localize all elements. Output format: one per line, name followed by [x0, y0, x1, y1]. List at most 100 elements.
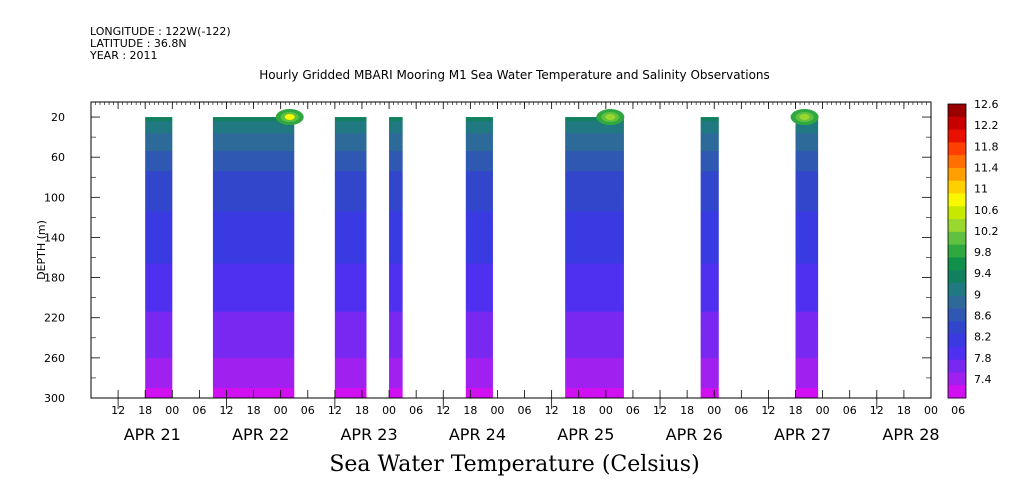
data-cell: [700, 337, 719, 341]
data-cell: [212, 219, 295, 223]
data-cell: [334, 381, 367, 385]
data-cell: [795, 195, 819, 198]
x-date-label: APR 21: [124, 425, 181, 444]
data-cell: [212, 201, 295, 204]
data-cell: [465, 125, 493, 128]
data-cell: [212, 147, 295, 150]
data-cell: [145, 119, 173, 122]
data-cell: [145, 131, 173, 134]
data-cell: [212, 137, 295, 140]
data-cell: [465, 327, 493, 331]
data-cell: [565, 207, 624, 210]
data-cell: [795, 139, 819, 142]
data-cell: [212, 371, 295, 375]
data-cell: [145, 221, 173, 225]
data-cell: [465, 339, 493, 343]
data-cell: [565, 221, 624, 225]
data-cell: [212, 229, 295, 233]
data-cell: [465, 307, 493, 311]
data-cell: [795, 143, 819, 146]
data-cell: [145, 299, 173, 303]
data-cell: [212, 353, 295, 357]
data-cell: [700, 185, 719, 188]
data-cell: [145, 139, 173, 142]
x-tick-label: 06: [734, 404, 748, 417]
data-cell: [334, 211, 367, 214]
data-cell: [389, 285, 403, 289]
data-cell: [700, 145, 719, 148]
data-cell: [795, 241, 819, 245]
data-cell: [700, 369, 719, 373]
data-cell: [212, 167, 295, 170]
data-cell: [212, 213, 295, 216]
data-cell: [389, 193, 403, 196]
data-cell: [212, 143, 295, 146]
data-cell: [700, 215, 719, 218]
data-cell: [334, 131, 367, 134]
data-cell: [145, 385, 173, 389]
data-cell: [795, 285, 819, 289]
data-cell: [565, 211, 624, 214]
data-cell: [565, 131, 624, 134]
data-cell: [145, 217, 173, 220]
data-cell: [795, 317, 819, 321]
data-cell: [212, 247, 295, 251]
data-cell: [565, 299, 624, 303]
data-cell: [465, 353, 493, 357]
data-cell: [465, 211, 493, 214]
data-cell: [465, 161, 493, 164]
data-block: [700, 117, 719, 398]
data-cell: [795, 373, 819, 377]
data-cell: [465, 167, 493, 170]
data-cell: [145, 301, 173, 305]
data-cell: [565, 257, 624, 261]
data-cell: [795, 221, 819, 225]
data-cell: [565, 263, 624, 267]
data-cell: [795, 191, 819, 194]
data-cell: [212, 179, 295, 182]
data-cell: [465, 395, 493, 398]
data-cell: [565, 119, 624, 122]
data-cell: [565, 197, 624, 200]
data-cell: [212, 265, 295, 269]
data-cell: [334, 373, 367, 377]
data-cell: [212, 359, 295, 363]
colorbar-swatch: [948, 295, 966, 310]
data-cell: [700, 183, 719, 186]
data-cell: [389, 189, 403, 192]
chart-title: Hourly Gridded MBARI Mooring M1 Sea Wate…: [259, 68, 770, 82]
data-cell: [145, 375, 173, 379]
data-block: [212, 117, 295, 398]
data-cell: [565, 303, 624, 307]
data-cell: [145, 311, 173, 315]
data-cell: [145, 393, 173, 397]
data-cell: [465, 311, 493, 315]
data-cell: [334, 299, 367, 303]
data-cell: [145, 351, 173, 355]
data-cell: [334, 145, 367, 148]
data-cell: [145, 279, 173, 283]
data-cell: [145, 309, 173, 313]
x-tick-label: 18: [355, 404, 369, 417]
data-cell: [700, 321, 719, 325]
data-cell: [145, 171, 173, 174]
data-cell: [212, 173, 295, 176]
data-cell: [700, 351, 719, 355]
warm-spot: [605, 114, 616, 121]
colorbar-label: 10.2: [974, 225, 999, 238]
data-cell: [389, 371, 403, 375]
x-axis-title: Sea Water Temperature (Celsius): [329, 452, 700, 477]
data-cell: [565, 329, 624, 333]
data-cell: [145, 251, 173, 255]
data-cell: [334, 241, 367, 245]
y-axis-title: DEPTH (m): [35, 220, 48, 280]
data-cell: [389, 289, 403, 293]
data-cell: [145, 205, 173, 208]
data-cell: [334, 269, 367, 273]
data-cell: [334, 301, 367, 305]
data-cell: [795, 129, 819, 132]
data-cell: [334, 213, 367, 216]
data-cell: [389, 353, 403, 357]
x-tick-label: 00: [707, 404, 721, 417]
data-cell: [795, 377, 819, 381]
